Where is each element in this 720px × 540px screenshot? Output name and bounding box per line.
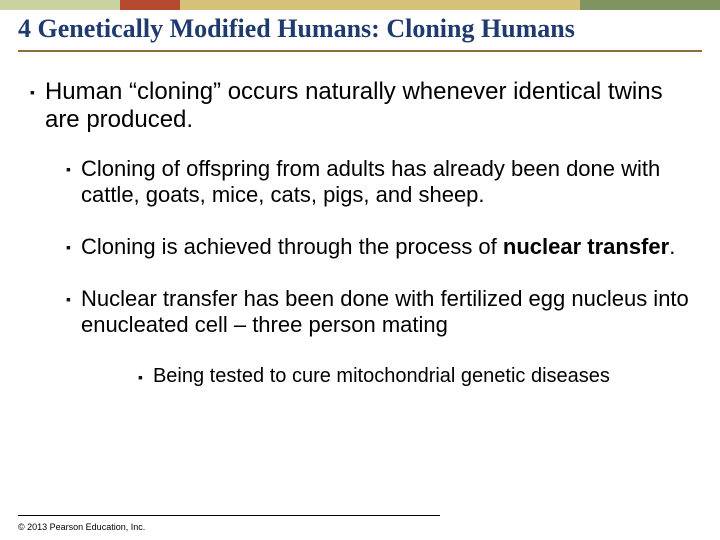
top-bar-segment <box>180 0 580 10</box>
slide-body: ▪ Human “cloning” occurs naturally whene… <box>0 52 720 390</box>
top-bar-segment <box>0 0 120 10</box>
top-bar-segment <box>120 0 180 10</box>
bullet-text: Being tested to cure mitochondrial genet… <box>153 364 610 390</box>
bullet-lvl2: ▪ Nuclear transfer has been done with fe… <box>66 286 690 338</box>
bullet-lvl3-group: ▪ Being tested to cure mitochondrial gen… <box>66 364 690 390</box>
bullet-text: Cloning of offspring from adults has alr… <box>81 156 690 208</box>
bullet-glyph: ▪ <box>30 78 35 134</box>
bullet-lvl2: ▪ Cloning is achieved through the proces… <box>66 234 690 260</box>
top-bar-segment <box>580 0 720 10</box>
bullet-text: Nuclear transfer has been done with fert… <box>81 286 690 338</box>
bullet-lvl1: ▪ Human “cloning” occurs naturally whene… <box>30 78 690 134</box>
copyright-text: © 2013 Pearson Education, Inc. <box>18 522 145 532</box>
bullet-lvl3: ▪ Being tested to cure mitochondrial gen… <box>138 364 690 390</box>
bullet-lvl2-group: ▪ Cloning of offspring from adults has a… <box>30 156 690 390</box>
top-accent-bar <box>0 0 720 10</box>
bullet-text: Human “cloning” occurs naturally wheneve… <box>45 78 690 134</box>
bullet-text: Cloning is achieved through the process … <box>81 234 675 260</box>
title-region: 4 Genetically Modified Humans: Cloning H… <box>0 10 720 46</box>
slide-title: 4 Genetically Modified Humans: Cloning H… <box>18 14 702 44</box>
bullet-glyph: ▪ <box>66 234 71 260</box>
footer-rule <box>18 515 440 516</box>
bullet-lvl2: ▪ Cloning of offspring from adults has a… <box>66 156 690 208</box>
bullet-glyph: ▪ <box>66 286 71 338</box>
bullet-glyph: ▪ <box>66 156 71 208</box>
bullet-glyph: ▪ <box>138 364 143 390</box>
